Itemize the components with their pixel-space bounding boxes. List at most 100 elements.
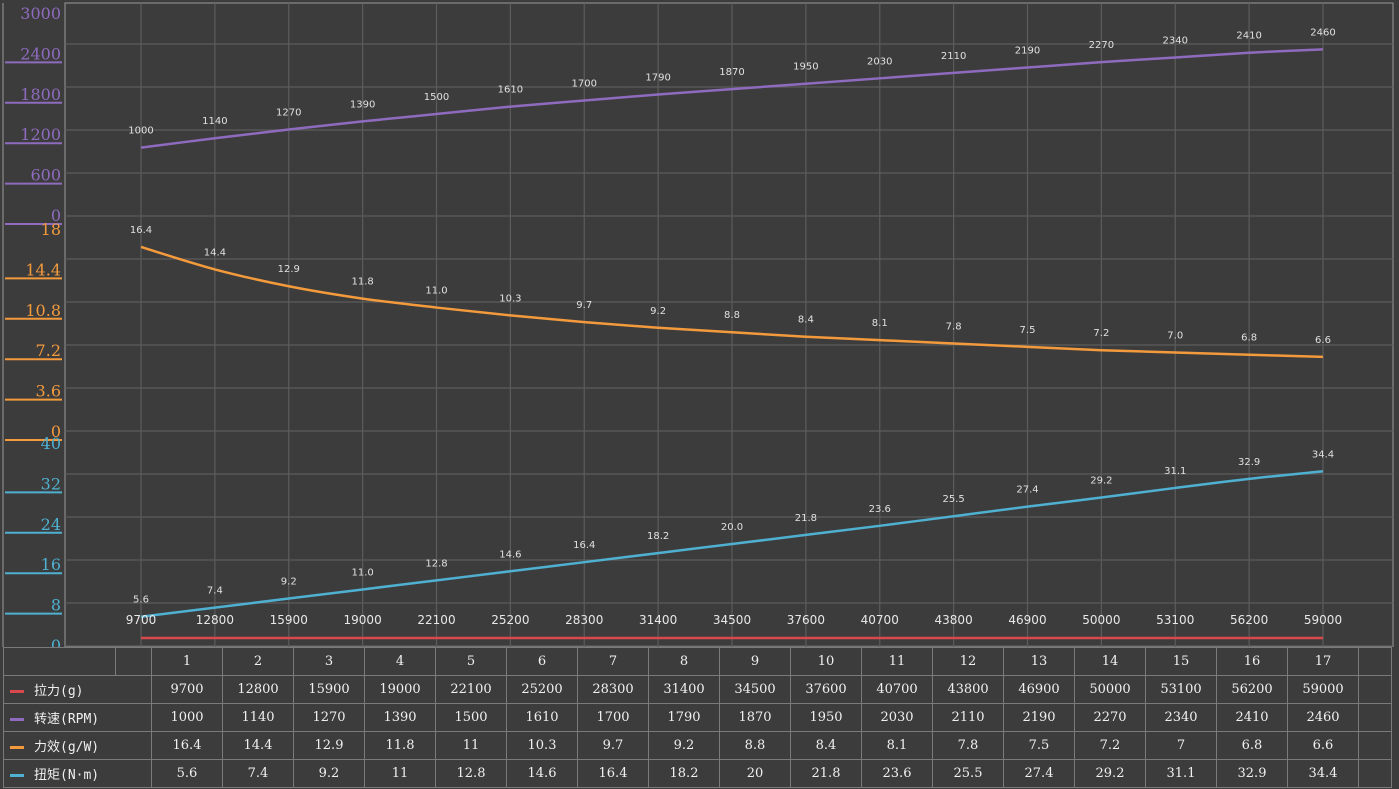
- data-label-rpm: 1610: [498, 85, 523, 96]
- table-cell: 40700: [861, 675, 933, 704]
- table-cell: 9.7: [577, 731, 649, 760]
- table-corner-cell: [3, 647, 116, 676]
- table-header-cell: 5: [435, 647, 507, 676]
- x-tick-label: 28300: [565, 613, 603, 627]
- table-header-cell: 15: [1145, 647, 1217, 676]
- table-cell: 28300: [577, 675, 649, 704]
- table-cell: 8.1: [861, 731, 933, 760]
- data-label-eff: 10.3: [499, 293, 521, 304]
- table-cell: 32.9: [1216, 759, 1288, 788]
- data-label-rpm: 2190: [1015, 46, 1040, 57]
- data-label-eff: 12.9: [278, 264, 300, 275]
- data-label-rpm: 2110: [941, 51, 966, 62]
- table-cell: 34.4: [1287, 759, 1359, 788]
- data-label-torque: 27.4: [1016, 485, 1038, 496]
- data-label-torque: 20.0: [721, 522, 743, 533]
- table-cell: 6.6: [1287, 731, 1359, 760]
- y-tick-label-rpm: 1800: [20, 85, 61, 104]
- table-header-cell: 2: [222, 647, 294, 676]
- table-cell: 12.8: [435, 759, 507, 788]
- table-cell: 8.8: [719, 731, 791, 760]
- x-tick-label: 22100: [417, 613, 455, 627]
- y-tick-label-eff: 10.8: [25, 301, 61, 320]
- table-row-label: 拉力(g): [3, 675, 152, 704]
- table-cell: 7: [1145, 731, 1217, 760]
- data-label-eff: 7.5: [1020, 325, 1036, 336]
- table-header-cell: 9: [719, 647, 791, 676]
- data-label-torque: 16.4: [573, 540, 595, 551]
- data-label-torque: 32.9: [1238, 457, 1260, 468]
- data-label-eff: 14.4: [204, 247, 226, 258]
- table-header-row: 1 2 3 4 5 6 7 8 9 10 11 12 13 14 15 16 17: [3, 647, 1392, 676]
- table-cell: 53100: [1145, 675, 1217, 704]
- x-tick-label: 53100: [1156, 613, 1194, 627]
- table-header-cell: 1: [151, 647, 223, 676]
- x-tick-label: 59000: [1304, 613, 1342, 627]
- table-header-cell: 14: [1074, 647, 1146, 676]
- table-cell: 12.9: [293, 731, 365, 760]
- table-row: 扭矩(N·m) 5.6 7.4 9.2 11 12.8 14.6 16.4 18.2 20 21.8…: [3, 759, 1392, 788]
- table-cell: 27.4: [1003, 759, 1075, 788]
- x-tick-label: 31400: [639, 613, 677, 627]
- series-line-torque: [140, 470, 1324, 618]
- table-cell: 9.2: [648, 731, 720, 760]
- data-label-torque: 31.1: [1164, 466, 1186, 477]
- x-tick-label: 46900: [1008, 613, 1046, 627]
- data-table: 1 2 3 4 5 6 7 8 9 10 11 12 13 14 15 16 17 拉力(g) 9700 12800 1…: [3, 647, 1392, 788]
- x-tick-label: 15900: [270, 613, 308, 627]
- y-tick-label-torque: 40: [41, 434, 61, 453]
- table-header-cell: 6: [506, 647, 578, 676]
- data-label-rpm: 2410: [1236, 31, 1261, 42]
- table-cell: 18.2: [648, 759, 720, 788]
- table-cell: 1390: [364, 703, 436, 732]
- x-tick-label: 43800: [935, 613, 973, 627]
- table-cell: 14.6: [506, 759, 578, 788]
- table-cell: 12800: [222, 675, 294, 704]
- data-label-torque: 29.2: [1090, 476, 1112, 487]
- data-label-rpm: 2340: [1163, 35, 1188, 46]
- table-cell: 16.4: [577, 759, 649, 788]
- table-cell: 43800: [932, 675, 1004, 704]
- table-cell: 15900: [293, 675, 365, 704]
- table-header-cell: 16: [1216, 647, 1288, 676]
- y-tick-label-torque: 0: [51, 636, 61, 647]
- data-label-rpm: 1790: [645, 72, 670, 83]
- table-cell: 2270: [1074, 703, 1146, 732]
- legend-swatch: [10, 746, 24, 749]
- table-cell: 6.8: [1216, 731, 1288, 760]
- y-tick-label-eff: 18: [41, 220, 61, 239]
- x-tick-label: 34500: [713, 613, 751, 627]
- series-line-rpm: [140, 48, 1324, 149]
- table-cell: 1140: [222, 703, 294, 732]
- table-cell: 2460: [1287, 703, 1359, 732]
- table-cell: 23.6: [861, 759, 933, 788]
- data-label-torque: 12.8: [425, 558, 447, 569]
- data-label-eff: 16.4: [130, 225, 152, 236]
- x-tick-label: 19000: [344, 613, 382, 627]
- y-tick-label-torque: 24: [41, 515, 61, 534]
- y-tick-label-rpm: 600: [30, 166, 61, 185]
- table-cell: 31400: [648, 675, 720, 704]
- table-row: 力效(g/W) 16.4 14.4 12.9 11.8 11 10.3 9.7 9.2 8.8 8.…: [3, 731, 1392, 760]
- x-tick-label: 12800: [196, 613, 234, 627]
- data-label-rpm: 2270: [1089, 40, 1114, 51]
- table-header-cell: 7: [577, 647, 649, 676]
- data-label-rpm: 1870: [719, 67, 744, 78]
- data-label-eff: 11.0: [425, 286, 447, 297]
- y-tick-label-torque: 16: [41, 555, 61, 574]
- table-cell: 22100: [435, 675, 507, 704]
- table-cell: 7.4: [222, 759, 294, 788]
- y-tick-label-eff: 0: [51, 422, 61, 441]
- table-cell: 1610: [506, 703, 578, 732]
- y-tick-label-rpm: 3000: [20, 4, 61, 23]
- data-label-torque: 34.4: [1312, 449, 1334, 460]
- y-tick-label-eff: 14.4: [25, 260, 61, 279]
- table-header-cell: 11: [861, 647, 933, 676]
- table-cell: 56200: [1216, 675, 1288, 704]
- table-cell: 50000: [1074, 675, 1146, 704]
- data-label-eff: 7.8: [946, 321, 962, 332]
- table-header-cell: 4: [364, 647, 436, 676]
- y-tick-label-rpm: 1200: [20, 125, 61, 144]
- table-cell: 25200: [506, 675, 578, 704]
